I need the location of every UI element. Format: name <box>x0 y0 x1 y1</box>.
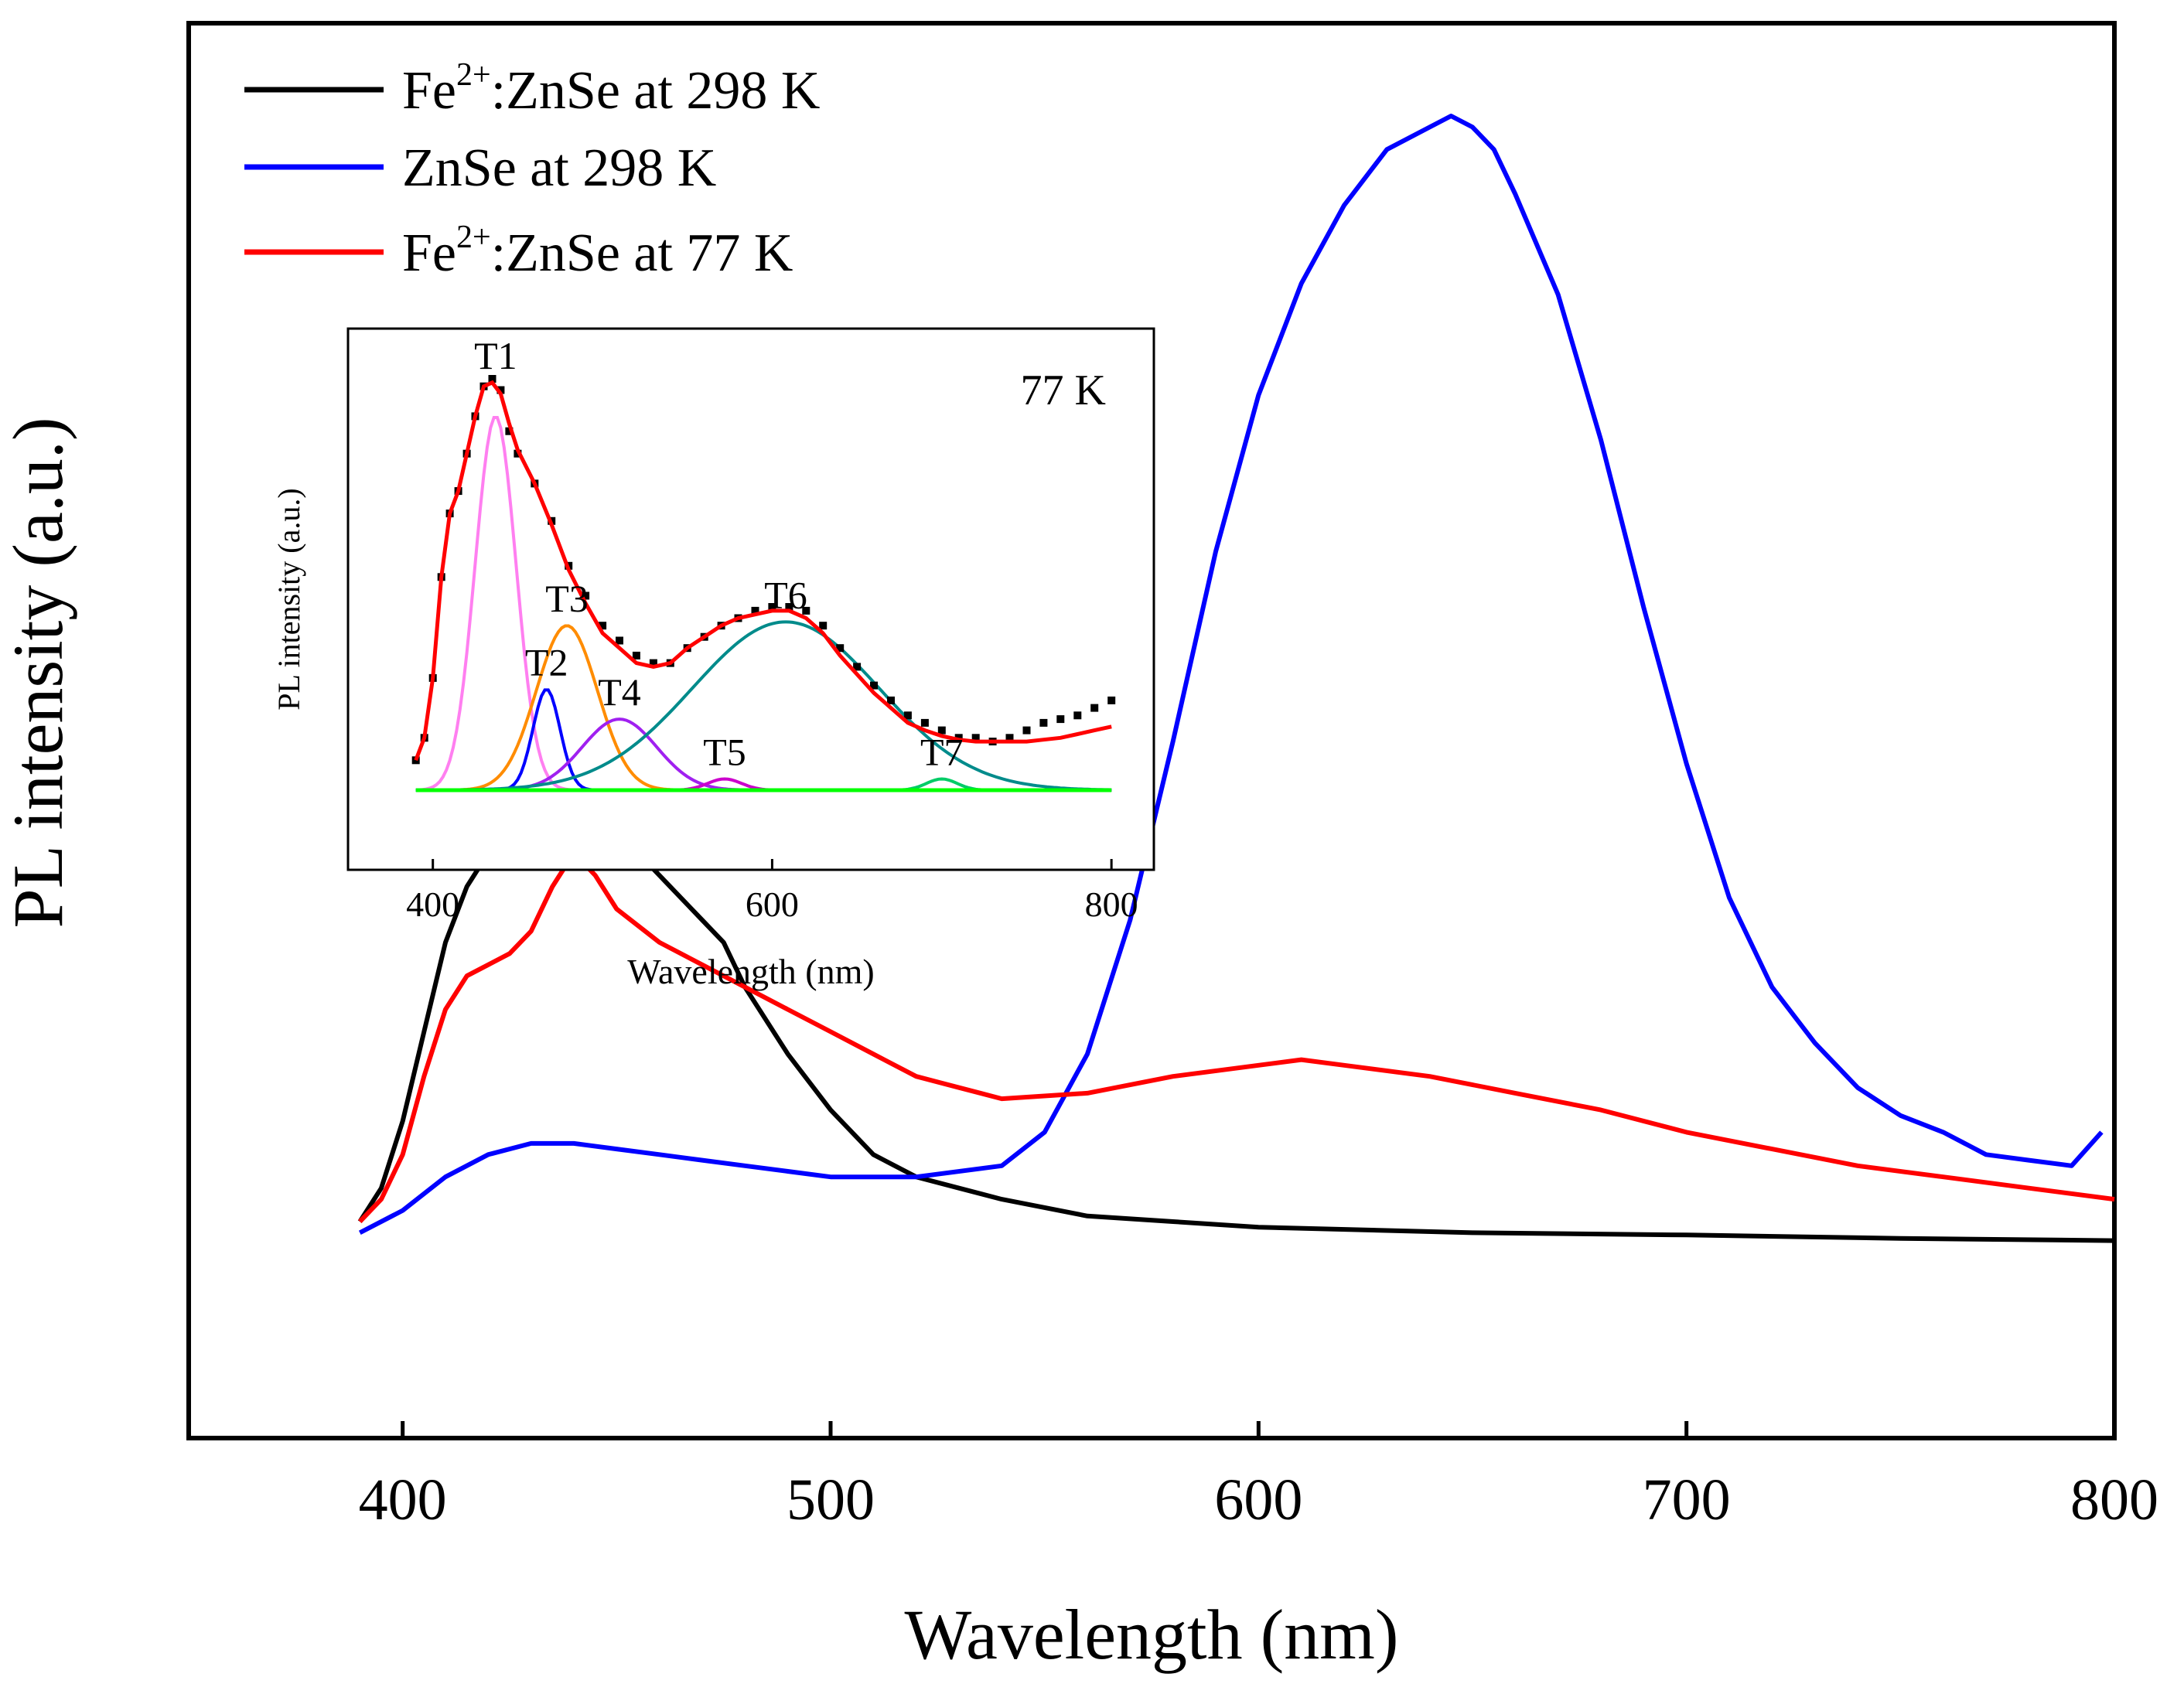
inset-data-point <box>1056 715 1065 724</box>
inset-x-tick-label: 600 <box>746 884 799 924</box>
legend-label: ZnSe at 298 K <box>402 138 716 198</box>
inset-data-point <box>599 622 607 630</box>
inset-peak-components <box>415 416 1112 792</box>
inset-data-point <box>649 659 657 667</box>
inset-data-point <box>768 603 776 611</box>
inset-data-point <box>870 681 878 690</box>
main-x-tick-label: 600 <box>1214 1467 1302 1532</box>
peak-label-t7: T7 <box>920 731 964 774</box>
inset-data-point <box>920 718 929 727</box>
inset-data-point <box>488 375 497 383</box>
main-plot-frame <box>186 21 2117 1440</box>
inset-data-point <box>1039 718 1048 727</box>
inset-data-point <box>1107 696 1116 704</box>
inset-x-tick-label: 400 <box>406 884 459 924</box>
inset-data-point <box>1073 711 1082 720</box>
inset-fit-line <box>414 380 1112 762</box>
legend-label: Fe2+:ZnSe at 298 K <box>402 57 820 121</box>
inset-data-point <box>836 644 845 653</box>
inset-x-axis-label: Wavelength (nm) <box>627 952 874 991</box>
peak-label-t4: T4 <box>598 670 641 714</box>
inset-data-point <box>632 651 640 660</box>
main-x-tick-label: 400 <box>359 1467 447 1532</box>
inset-y-axis-label: PL intensity (a.u.) <box>271 488 306 710</box>
main-x-ticks: 400 500 600 700 800 <box>359 1421 2158 1532</box>
main-plot: 400 500 600 700 800 Wavelength (nm) PL inten… <box>0 21 2158 1674</box>
peak-component-t6 <box>415 620 1112 792</box>
legend-label: Fe2+:ZnSe at 77 K <box>402 220 793 283</box>
inset-temperature-annotation: 77 K <box>1021 366 1106 414</box>
main-series-lines <box>357 114 2115 1243</box>
inset-data-point <box>937 726 946 735</box>
inset-data-point <box>971 734 980 742</box>
inset-peak-labels: T1 T2 T3 T4 T5 T6 T7 <box>474 334 963 774</box>
peak-label-t6: T6 <box>764 573 807 616</box>
inset-data-point <box>505 427 514 435</box>
inset-x-tick-label: 800 <box>1085 884 1138 924</box>
main-x-tick-label: 800 <box>2070 1467 2158 1532</box>
inset-data-point <box>802 606 810 615</box>
peak-label-t3: T3 <box>545 577 589 620</box>
legend-item: Fe2+:ZnSe at 77 K <box>244 220 793 283</box>
inset-data-point <box>819 622 828 630</box>
main-x-tick-label: 700 <box>1643 1467 1731 1532</box>
peak-label-t5: T5 <box>703 731 746 774</box>
legend-item: ZnSe at 298 K <box>244 138 716 198</box>
main-x-tick-label: 500 <box>787 1467 875 1532</box>
series-line-1 <box>358 114 2104 1236</box>
legend-item: Fe2+:ZnSe at 298 K <box>244 57 820 121</box>
series-line-2 <box>358 850 2115 1224</box>
peak-label-t2: T2 <box>525 640 568 683</box>
inset-data-point <box>1022 726 1031 735</box>
inset-plot: 400 600 800 T1 T2 T3 T4 T5 T6 T7 Wavelength (nm)… <box>271 327 1155 991</box>
inset-data-point <box>616 636 623 645</box>
inset-data-point <box>751 606 759 615</box>
main-x-axis-label: Wavelength (nm) <box>905 1595 1399 1674</box>
main-y-axis-label: PL intensity (a.u.) <box>0 418 77 929</box>
inset-data-point <box>1005 734 1014 742</box>
inset-data-point <box>1090 704 1099 712</box>
inset-data-point <box>497 386 505 394</box>
inset-data-point <box>785 603 793 611</box>
inset-fit-curve <box>414 380 1112 762</box>
inset-plot-frame <box>346 327 1155 871</box>
series-line-0 <box>357 772 2115 1243</box>
inset-data-point <box>903 711 912 720</box>
inset-data-point <box>887 696 895 704</box>
legend: Fe2+:ZnSe at 298 K ZnSe at 298 K Fe2+:Zn… <box>244 57 820 283</box>
inset-x-ticks: 400 600 800 <box>406 859 1138 924</box>
peak-label-t1: T1 <box>474 334 517 377</box>
inset-data-point <box>582 591 590 600</box>
inset-data-point <box>853 663 862 671</box>
